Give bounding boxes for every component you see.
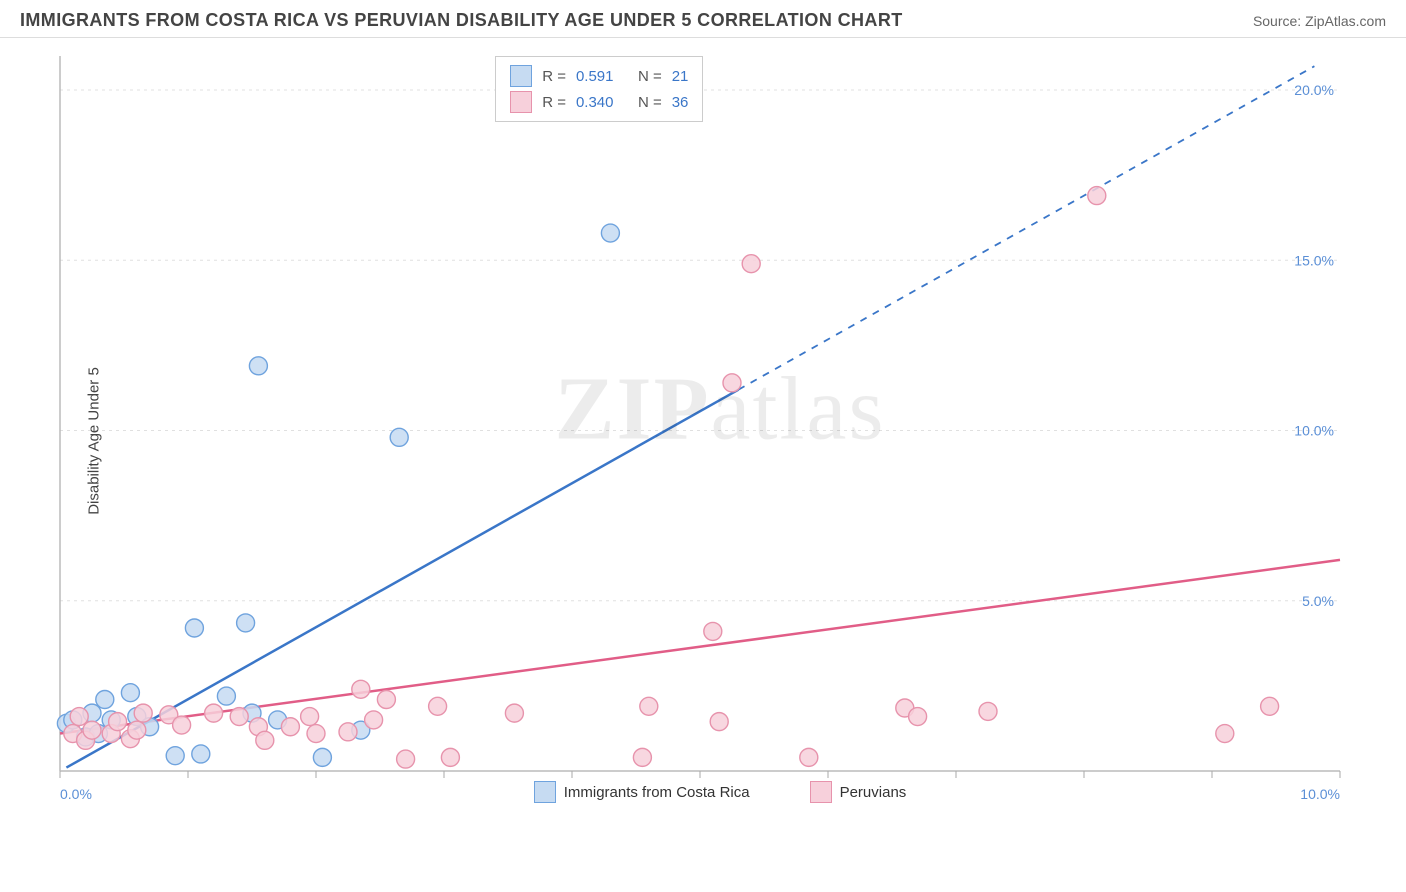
legend-swatch bbox=[810, 781, 832, 803]
r-value: 0.591 bbox=[576, 68, 628, 85]
svg-text:15.0%: 15.0% bbox=[1294, 252, 1334, 268]
correlation-stats-box: R = 0.591 N = 21 R = 0.340 N = 36 bbox=[495, 56, 703, 122]
svg-text:20.0%: 20.0% bbox=[1294, 82, 1334, 98]
legend-swatch bbox=[534, 781, 556, 803]
legend-item: Immigrants from Costa Rica bbox=[534, 781, 750, 803]
y-axis-label: Disability Age Under 5 bbox=[85, 367, 102, 515]
legend-swatch bbox=[510, 65, 532, 87]
scatter-chart: 0.0%10.0%5.0%10.0%15.0%20.0% bbox=[50, 46, 1350, 806]
chart-container: Disability Age Under 5 0.0%10.0%5.0%10.0… bbox=[50, 46, 1390, 836]
source-prefix: Source: bbox=[1253, 13, 1305, 29]
n-label: N = bbox=[638, 94, 662, 111]
r-label: R = bbox=[542, 68, 566, 85]
chart-title: IMMIGRANTS FROM COSTA RICA VS PERUVIAN D… bbox=[20, 10, 903, 31]
n-label: N = bbox=[638, 68, 662, 85]
svg-text:10.0%: 10.0% bbox=[1294, 423, 1334, 439]
stats-row: R = 0.340 N = 36 bbox=[510, 89, 688, 115]
series-legend: Immigrants from Costa Rica Peruvians bbox=[50, 781, 1390, 803]
legend-label: Peruvians bbox=[840, 784, 907, 801]
n-value: 36 bbox=[672, 94, 689, 111]
svg-text:5.0%: 5.0% bbox=[1302, 593, 1334, 609]
r-label: R = bbox=[542, 94, 566, 111]
stats-row: R = 0.591 N = 21 bbox=[510, 63, 688, 89]
legend-label: Immigrants from Costa Rica bbox=[564, 784, 750, 801]
source-name: ZipAtlas.com bbox=[1305, 13, 1386, 29]
legend-item: Peruvians bbox=[810, 781, 907, 803]
n-value: 21 bbox=[672, 68, 689, 85]
r-value: 0.340 bbox=[576, 94, 628, 111]
legend-swatch bbox=[510, 91, 532, 113]
chart-header: IMMIGRANTS FROM COSTA RICA VS PERUVIAN D… bbox=[0, 0, 1406, 38]
source-credit: Source: ZipAtlas.com bbox=[1253, 13, 1386, 29]
